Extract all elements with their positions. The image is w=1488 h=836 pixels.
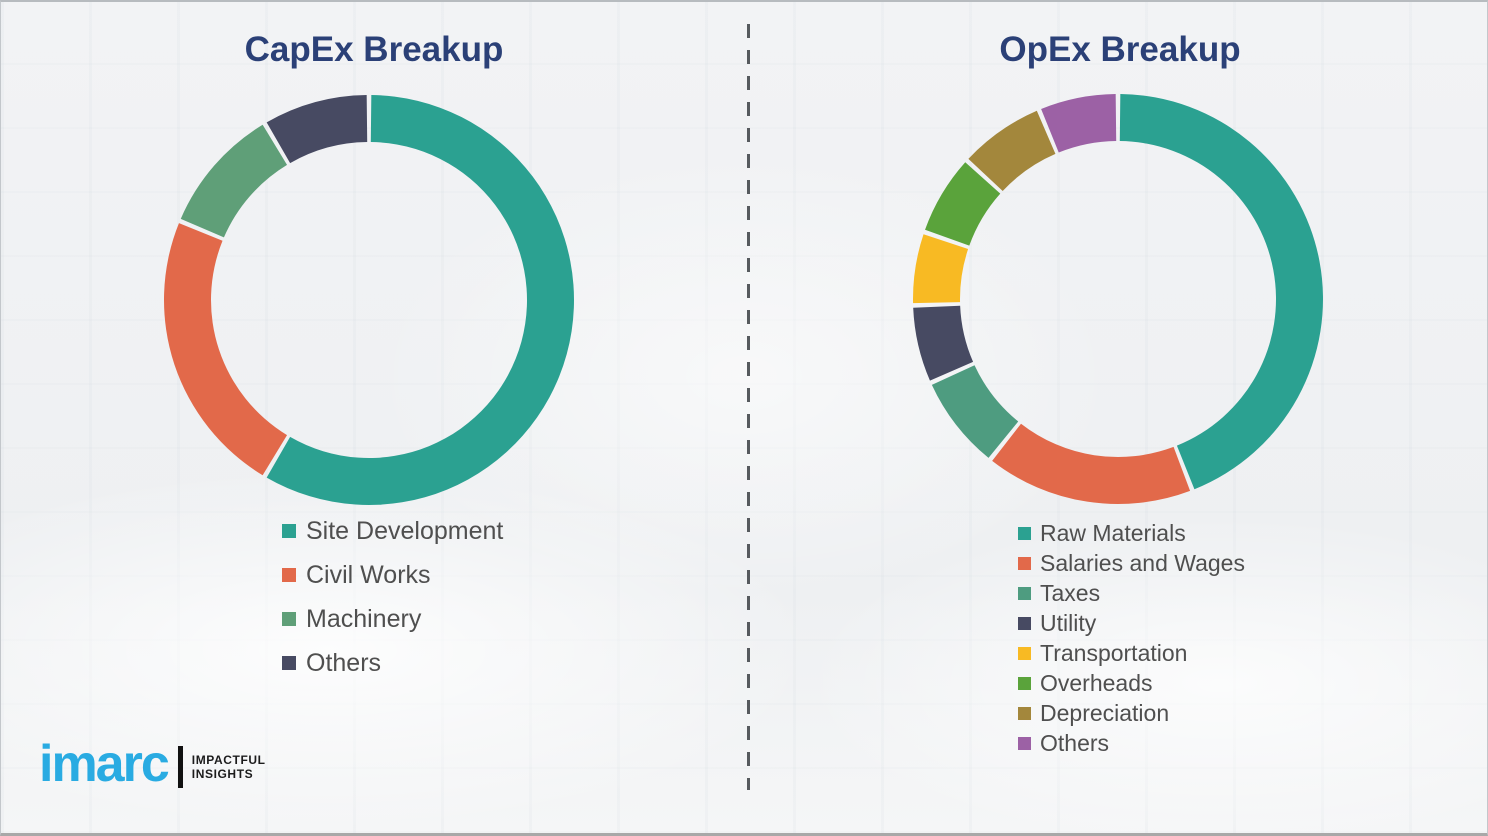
legend-label: Site Development [306,516,504,545]
donut-segment-utility [913,305,974,381]
donut-segment-salaries-and-wages [992,423,1191,504]
legend-label: Taxes [1040,579,1101,606]
legend-item-civil-works: Civil Works [282,553,503,597]
legend-item-site-development: Site Development [282,509,503,553]
legend-label: Others [306,648,382,677]
legend-label: Transportation [1040,639,1188,666]
donut-segment-others [266,95,368,164]
legend-item-machinery: Machinery [282,597,503,641]
legend-label: Overheads [1040,669,1153,696]
vertical-dashed-divider [747,24,750,790]
legend-label: Others [1040,729,1110,756]
legend-swatch-icon [1018,736,1031,750]
legend-label: Raw Materials [1040,519,1186,546]
legend-swatch-icon [282,612,296,626]
opex-chart-title: OpEx Breakup [999,30,1241,69]
capex-donut-chart [164,95,574,506]
legend-swatch-icon [1018,586,1031,600]
opex-legend: Raw Materials Salaries and Wages Taxes Util… [1018,518,1245,758]
legend-item-depreciation: Depreciation [1018,698,1245,728]
legend-item-overheads: Overheads [1018,668,1245,698]
legend-swatch-icon [1018,676,1031,690]
donut-segment-others [1041,94,1117,153]
donut-segment-civil-works [164,223,288,476]
legend-item-others: Others [1018,728,1245,758]
donut-segment-depreciation [968,110,1056,191]
capex-legend: Site Development Civil Works Machinery Othe… [282,509,503,685]
legend-swatch-icon [282,568,296,582]
opex-donut-chart [913,94,1323,504]
imarc-tagline-line2: INSIGHTS [191,767,254,781]
imarc-logo-divider-bar [177,746,183,788]
legend-swatch-icon [1018,526,1031,540]
legend-label: Civil Works [306,560,431,589]
legend-label: Machinery [306,604,422,633]
legend-item-raw-materials: Raw Materials [1018,518,1245,548]
legend-item-taxes: Taxes [1018,578,1245,608]
donut-segment-transportation [913,234,969,304]
legend-item-salaries-and-wages: Salaries and Wages [1018,548,1245,578]
donut-segment-overheads [925,162,1001,246]
imarc-logo-tagline: IMPACTFUL INSIGHTS [192,753,266,781]
legend-swatch-icon [1018,556,1031,570]
legend-item-transportation: Transportation [1018,638,1245,668]
legend-swatch-icon [1018,646,1031,660]
imarc-tagline-line1: IMPACTFUL [191,753,266,767]
legend-label: Utility [1040,609,1097,636]
capex-chart-title: CapEx Breakup [244,30,504,69]
legend-label: Depreciation [1040,699,1170,726]
legend-label: Salaries and Wages [1040,549,1245,576]
legend-item-others: Others [282,641,503,685]
donut-segment-taxes [931,365,1019,458]
donut-segment-raw-materials [1119,94,1323,490]
legend-swatch-icon [1018,616,1031,630]
legend-swatch-icon [282,656,296,670]
donut-segment-site-development [266,95,574,506]
imarc-logo: imarc IMPACTFUL INSIGHTS [39,738,266,790]
imarc-logo-wordmark: imarc [39,735,170,793]
legend-swatch-icon [1018,706,1031,720]
donut-segment-machinery [180,124,288,238]
legend-swatch-icon [282,524,296,538]
legend-item-utility: Utility [1018,608,1245,638]
